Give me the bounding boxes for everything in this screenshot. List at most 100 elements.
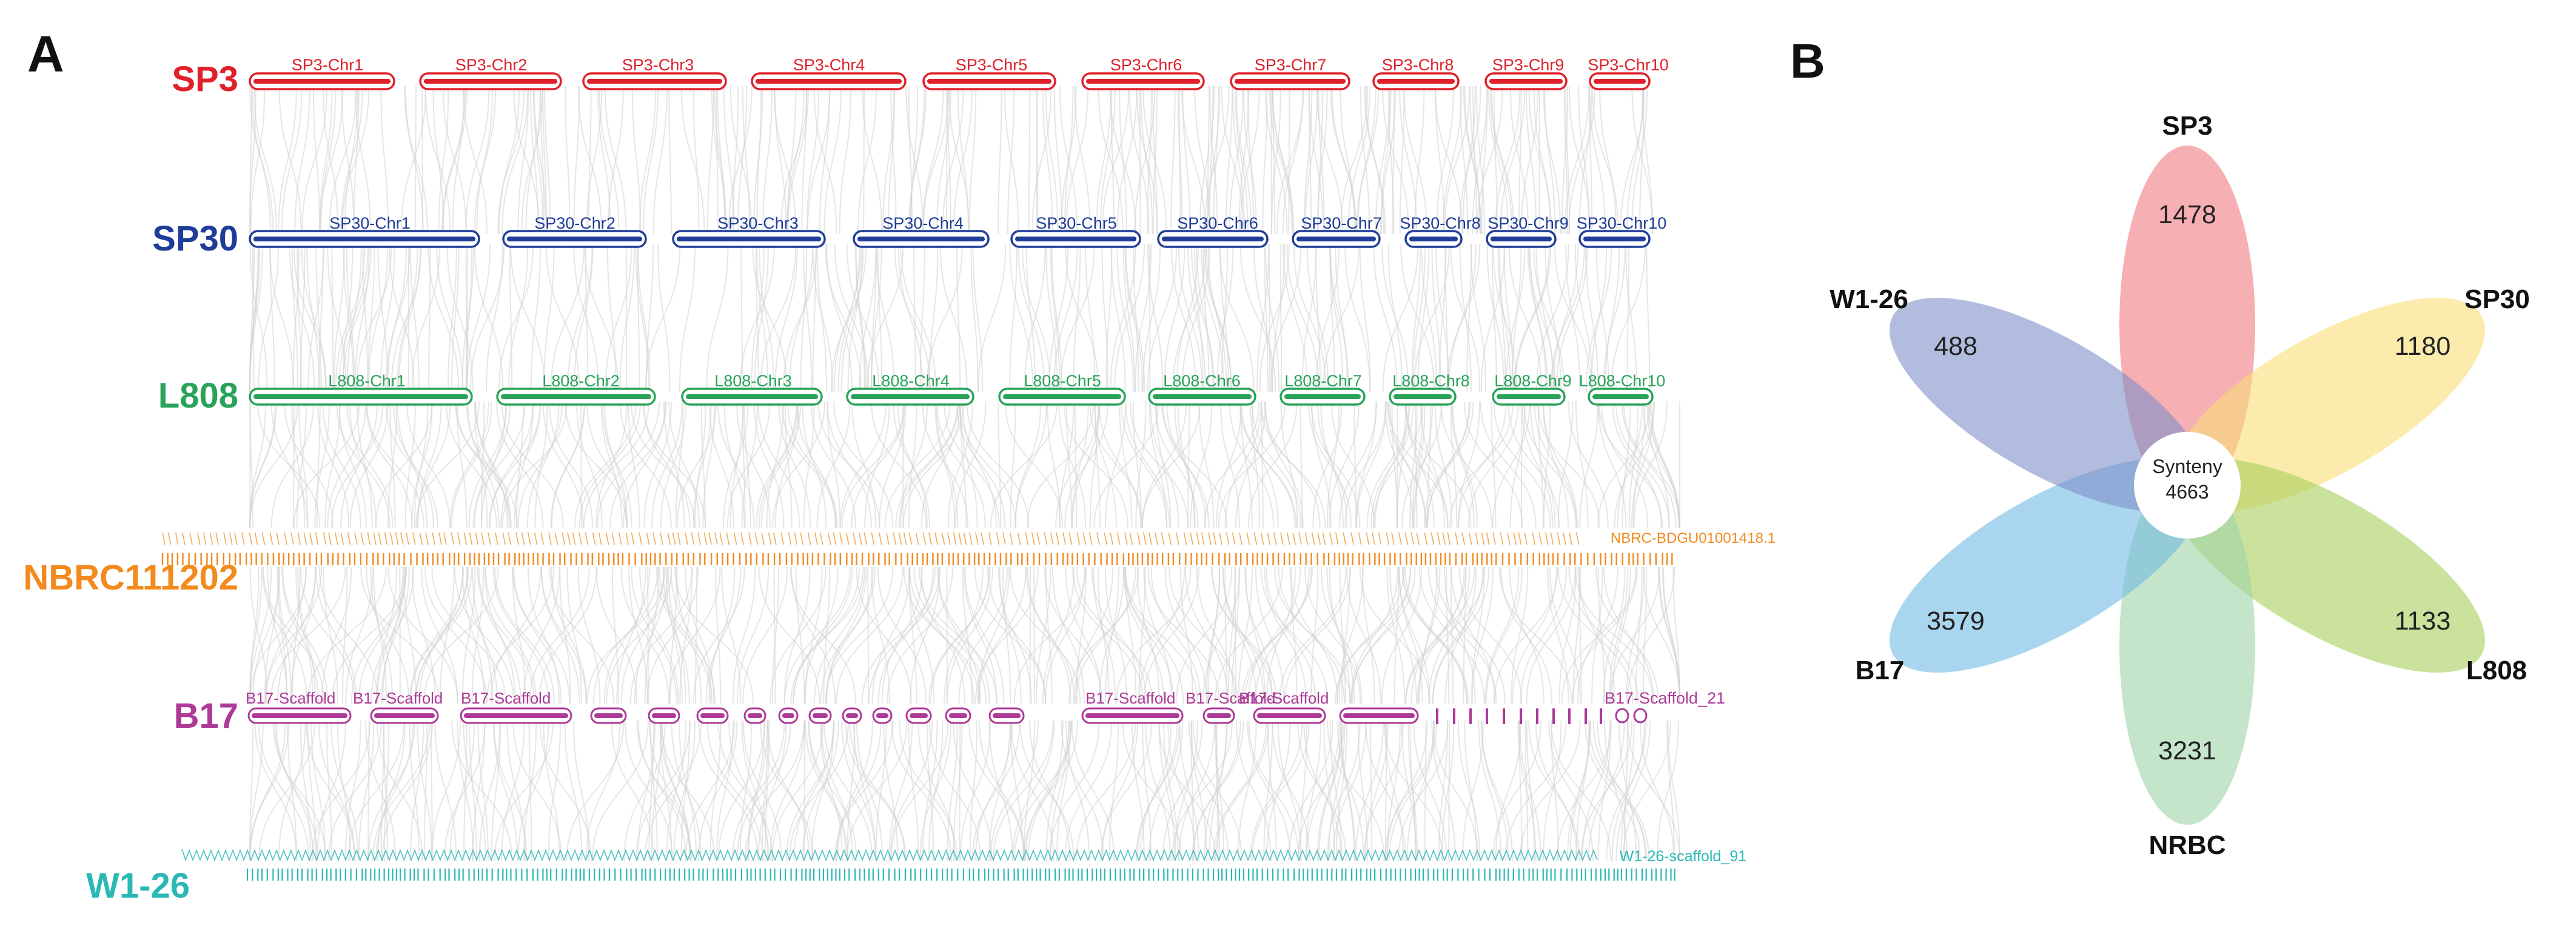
- synteny-link: [890, 86, 897, 235]
- nbrc-contig-label-glyph: [672, 532, 676, 545]
- venn-name-w1-26: W1-26: [1830, 284, 1908, 314]
- synteny-link: [890, 720, 949, 862]
- synteny-link: [1535, 243, 1554, 392]
- synteny-link: [1340, 86, 1355, 235]
- synteny-link: [387, 401, 398, 528]
- synteny-link: [397, 243, 418, 392]
- chr-label-sp3-10: SP3-Chr10: [1588, 56, 1669, 74]
- synteny-link: [861, 566, 936, 704]
- synteny-link: [1392, 86, 1395, 235]
- synteny-link: [252, 243, 255, 392]
- b17-scaffold-bar: [1633, 708, 1648, 724]
- nbrc-contig-label-glyph: [223, 532, 227, 545]
- synteny-link: [1373, 243, 1398, 392]
- nbrc-contig-label-glyph: [1298, 532, 1302, 545]
- synteny-link: [783, 566, 851, 704]
- synteny-link: [968, 720, 1026, 862]
- synteny-link: [856, 720, 884, 862]
- synteny-link: [398, 243, 421, 392]
- synteny-link: [410, 566, 469, 704]
- synteny-link: [249, 566, 268, 704]
- synteny-link: [773, 86, 797, 235]
- synteny-link: [471, 566, 485, 704]
- synteny-link: [1561, 86, 1569, 235]
- synteny-link: [1317, 401, 1348, 528]
- synteny-link: [742, 401, 746, 528]
- synteny-link: [525, 86, 541, 235]
- synteny-link: [1305, 720, 1321, 862]
- synteny-link: [637, 243, 640, 392]
- synteny-link: [1179, 720, 1199, 862]
- synteny-link: [1065, 566, 1102, 704]
- synteny-link: [597, 401, 660, 528]
- synteny-link: [990, 720, 1039, 862]
- panel-a-label: A: [27, 25, 64, 82]
- synteny-link: [868, 566, 941, 704]
- synteny-link: [586, 86, 603, 235]
- synteny-link: [600, 401, 623, 528]
- synteny-link: [543, 720, 560, 862]
- synteny-link: [331, 243, 334, 392]
- nbrc-contig-label-glyph: [360, 532, 364, 545]
- synteny-link: [606, 566, 673, 704]
- synteny-link: [494, 566, 555, 704]
- synteny-link: [1552, 243, 1579, 392]
- nbrc-contig-label-glyph: [1161, 532, 1165, 545]
- synteny-link: [269, 566, 346, 704]
- nbrc-contig-label-glyph: [773, 532, 777, 545]
- synteny-link: [1207, 243, 1227, 392]
- chr-label-sp3-5: SP3-Chr5: [956, 56, 1028, 74]
- synteny-link: [1219, 401, 1240, 528]
- synteny-link: [693, 401, 712, 528]
- synteny-link: [1045, 720, 1064, 862]
- synteny-link: [383, 720, 390, 862]
- synteny-link: [284, 401, 334, 528]
- synteny-link: [1135, 243, 1152, 392]
- synteny-link: [431, 720, 433, 862]
- synteny-link: [494, 720, 554, 862]
- synteny-link: [1235, 86, 1252, 235]
- nbrc-contig-label-glyph: [708, 532, 712, 545]
- synteny-link: [846, 243, 880, 392]
- nbrc-contig-label-glyph: [761, 532, 765, 545]
- synteny-link: [762, 86, 773, 235]
- synteny-link: [620, 566, 665, 704]
- chromosome-bar-sp30-9: [1486, 230, 1557, 248]
- synteny-link: [269, 243, 275, 392]
- synteny-link: [635, 720, 691, 862]
- synteny-link: [517, 86, 529, 235]
- synteny-link: [1045, 243, 1058, 392]
- synteny-link: [1064, 720, 1113, 862]
- synteny-link: [409, 243, 420, 392]
- synteny-link: [439, 566, 455, 704]
- synteny-link: [501, 401, 568, 528]
- synteny-link: [434, 720, 457, 862]
- synteny-link: [1508, 243, 1543, 392]
- synteny-link: [1317, 86, 1324, 235]
- synteny-link: [510, 243, 546, 392]
- synteny-link: [1426, 401, 1432, 528]
- chromosome-bar-l808-7: [1280, 388, 1366, 406]
- nbrc-contig-label-glyph: [719, 532, 723, 545]
- synteny-link: [477, 720, 489, 862]
- synteny-link: [1312, 401, 1343, 528]
- synteny-link: [1572, 566, 1638, 704]
- synteny-link: [346, 243, 362, 392]
- nbrc-contig-label-glyph: [1461, 532, 1465, 545]
- b17-scaffold-label-1: B17-Scaffold: [246, 689, 335, 707]
- synteny-link: [1264, 243, 1269, 392]
- synteny-link: [1293, 243, 1327, 392]
- synteny-link: [1401, 720, 1417, 862]
- synteny-link: [1247, 566, 1301, 704]
- synteny-link: [1446, 566, 1450, 704]
- nbrc-contig-label-glyph: [714, 532, 718, 545]
- synteny-link: [574, 243, 594, 392]
- synteny-link: [1175, 566, 1233, 704]
- nbrc-contig-label-glyph: [229, 532, 233, 545]
- nbrc-contig-label-glyph: [548, 532, 552, 545]
- synteny-link: [908, 566, 935, 704]
- synteny-link: [340, 401, 378, 528]
- synteny-link: [742, 86, 750, 235]
- synteny-link: [501, 86, 529, 235]
- b17-scaffold-label-2: B17-Scaffold: [353, 689, 443, 707]
